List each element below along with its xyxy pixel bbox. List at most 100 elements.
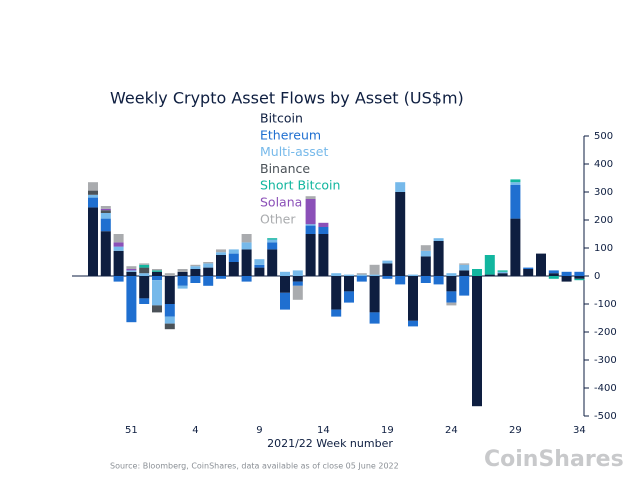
bar-segment [280,271,290,276]
bar-segment [497,270,508,272]
bar-segment [113,250,124,276]
watermark: CoinShares [484,447,624,472]
bar-segment [472,276,482,407]
bar-segment [164,304,175,317]
bar-segment [459,264,470,271]
bar-segment [459,270,470,276]
x-axis-label: 2021/22 Week number [267,437,393,450]
bar-segment [100,206,111,209]
bar-segment [472,269,482,276]
bar-segment [344,291,354,303]
bar-segment [420,256,431,276]
bar-segment [497,273,508,276]
bar-segment [331,309,342,317]
bar-segment [305,234,316,276]
bar-segment [228,249,239,254]
bar-segment [177,271,188,276]
bar-segment [88,182,98,191]
bar-segment [88,194,98,198]
bar-segment [446,291,457,303]
bar-segment [241,234,252,243]
bar-segment [382,260,393,264]
bar-segment [267,242,278,250]
bar-segment [536,253,546,276]
bar-segment [100,213,111,219]
bar-segment [356,273,367,275]
y-tick-label: -500 [594,411,617,422]
bar-segment [548,276,559,279]
y-tick-label: 500 [594,131,613,142]
bar-segment [241,249,252,276]
bar-segment [164,276,175,304]
bar-segment [126,270,137,272]
bar-segment [574,276,585,279]
y-tick-label: 300 [594,187,613,198]
bar-segment [574,271,585,276]
bar-segment [216,255,226,276]
bar-segment [126,266,137,269]
bar-segment [574,278,585,281]
bar-segment [446,302,457,306]
legend-entry: Solana [260,195,302,210]
bar-segment [523,269,534,276]
bar-segment [126,271,137,276]
y-tick-label: -300 [594,355,617,366]
bar-segment [152,269,162,271]
bar-segment [420,276,431,283]
bar-segment [152,271,162,276]
legend-entry: Bitcoin [260,111,303,126]
bar-segment [305,196,316,199]
bar-segment [292,270,303,276]
bar-segment [382,276,393,279]
bar-segment [113,246,124,251]
bar-segment [433,241,444,276]
bar-segment [164,273,175,276]
bar-segment [497,271,508,274]
bar-segment [190,269,201,276]
x-tick-label: 51 [125,425,138,436]
bar-segment [344,276,354,292]
bar-segment [356,276,367,282]
legend-entry: Binance [260,161,310,176]
bar-segment [280,276,290,293]
y-tick-label: 100 [594,243,613,254]
bar-segment [369,264,380,275]
bar-segment [216,249,226,253]
bar-segment [254,267,265,276]
bar-segment [280,292,290,310]
bar-segment [216,276,226,279]
bar-segment [395,276,406,285]
bar-segment [446,276,457,292]
bar-segment [88,207,98,276]
bar-segment [305,199,316,225]
bar-segment [139,276,150,299]
bar-segment [100,210,111,213]
bar-segment [408,320,418,327]
bar-segment [113,276,124,282]
bar-segment [139,298,150,304]
bar-segment [395,192,406,276]
bar-segment [420,245,431,251]
bar-segment [203,262,214,264]
bar-segment [164,323,175,330]
bar-segment [395,182,406,192]
bar-segment [318,227,329,234]
legend-entry: Multi-asset [260,144,328,159]
bar-segment [408,274,418,276]
bar-segment [139,267,150,274]
bar-segment [510,179,521,183]
bar-segment [510,182,521,185]
bar-segment [510,185,521,219]
bar-segment [152,270,162,272]
bar-segment [228,253,239,262]
bar-segment [139,263,150,265]
bar-segment [331,276,342,310]
bar-segment [139,273,150,276]
bar-segment [318,234,329,276]
x-tick-label: 24 [445,425,458,436]
bar-segment [318,222,329,227]
bar-segment [126,276,137,323]
bar-segment [292,281,303,286]
bar-segment [267,238,278,240]
bar-segment [241,242,252,250]
